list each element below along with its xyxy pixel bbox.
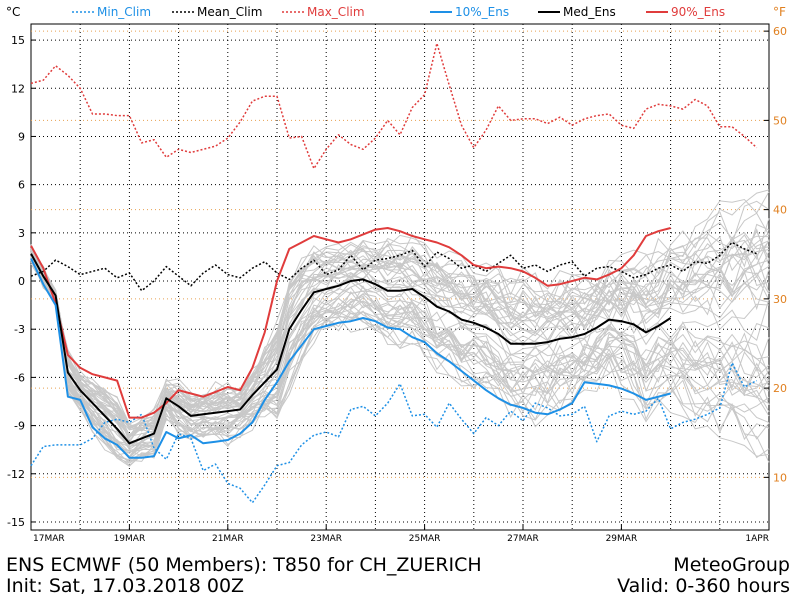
ensemble-member-line bbox=[30, 247, 770, 438]
x-tick-label: 17MAR bbox=[33, 534, 65, 544]
right-tick-label: 60 bbox=[773, 25, 787, 38]
legend-label: 90%_Ens bbox=[671, 5, 725, 19]
x-tick-label: 19MAR bbox=[114, 534, 146, 544]
ensemble-member-line bbox=[30, 212, 770, 431]
right-unit-label: °F bbox=[773, 5, 786, 19]
left-tick-label: 15 bbox=[11, 34, 25, 47]
series-lines bbox=[30, 42, 758, 504]
left-tick-label: -6 bbox=[14, 371, 25, 384]
left-tick-label: 6 bbox=[18, 179, 25, 192]
x-tick-label: 1APR bbox=[745, 534, 769, 544]
left-tick-label: -3 bbox=[14, 323, 25, 336]
series-min-clim bbox=[30, 362, 758, 504]
legend-label: Min_Clim bbox=[97, 5, 151, 19]
left-tick-label: -15 bbox=[7, 516, 25, 529]
series-mean-clim bbox=[30, 241, 757, 292]
legend-label: Mean_Clim bbox=[197, 5, 262, 19]
ensemble-member-line bbox=[30, 250, 770, 431]
left-tick-label: 12 bbox=[11, 82, 25, 95]
left-unit-label: °C bbox=[6, 5, 20, 19]
legend-label: Max_Clim bbox=[307, 5, 365, 19]
legend: Min_Clim Mean_Clim Max_Clim 10%_Ens Med_Ens 9… bbox=[72, 5, 725, 19]
ensemble-member-line bbox=[30, 256, 770, 460]
right-tick-label: 30 bbox=[773, 293, 787, 306]
right-tick-label: 50 bbox=[773, 114, 787, 127]
x-tick-label: 21MAR bbox=[212, 534, 244, 544]
left-tick-label: -12 bbox=[7, 468, 25, 481]
series-10-ens bbox=[30, 258, 671, 459]
right-tick-label: 20 bbox=[773, 382, 787, 395]
legend-label: Med_Ens bbox=[563, 5, 616, 19]
ensemble-member-line bbox=[30, 236, 770, 430]
left-tick-label: 3 bbox=[18, 227, 25, 240]
legend-label: 10%_Ens bbox=[455, 5, 509, 19]
ensemble-member-line bbox=[30, 257, 770, 451]
x-tick-label: 29MAR bbox=[606, 534, 638, 544]
ensemble-member-line bbox=[30, 189, 770, 427]
chart-title: ENS ECMWF (50 Members): T850 for CH_ZUER… bbox=[6, 554, 482, 576]
left-tick-label: -9 bbox=[14, 420, 25, 433]
right-tick-label: 10 bbox=[773, 471, 787, 484]
x-tick-label: 23MAR bbox=[310, 534, 342, 544]
x-tick-label: 27MAR bbox=[507, 534, 539, 544]
init-time: Init: Sat, 17.03.2018 00Z bbox=[6, 575, 245, 597]
right-tick-label: 40 bbox=[773, 204, 787, 217]
ensemble-member-line bbox=[30, 260, 770, 458]
provider-name: MeteoGroup bbox=[673, 554, 790, 576]
series-90-ens bbox=[30, 227, 671, 419]
x-tick-label: 25MAR bbox=[409, 534, 441, 544]
ensemble-member-line bbox=[30, 255, 770, 451]
axes: -15 -12 -9 -6 -3 0 3 6 9 12 15 10 20 30 40 50 60 °C °F 17MA… bbox=[6, 5, 787, 544]
ensemble-member-line bbox=[30, 230, 770, 428]
left-tick-label: 9 bbox=[18, 130, 25, 143]
valid-range: Valid: 0-360 hours bbox=[617, 575, 790, 597]
series-max-clim bbox=[30, 42, 758, 170]
left-tick-label: 0 bbox=[18, 275, 25, 288]
series-med-ens bbox=[30, 253, 672, 445]
